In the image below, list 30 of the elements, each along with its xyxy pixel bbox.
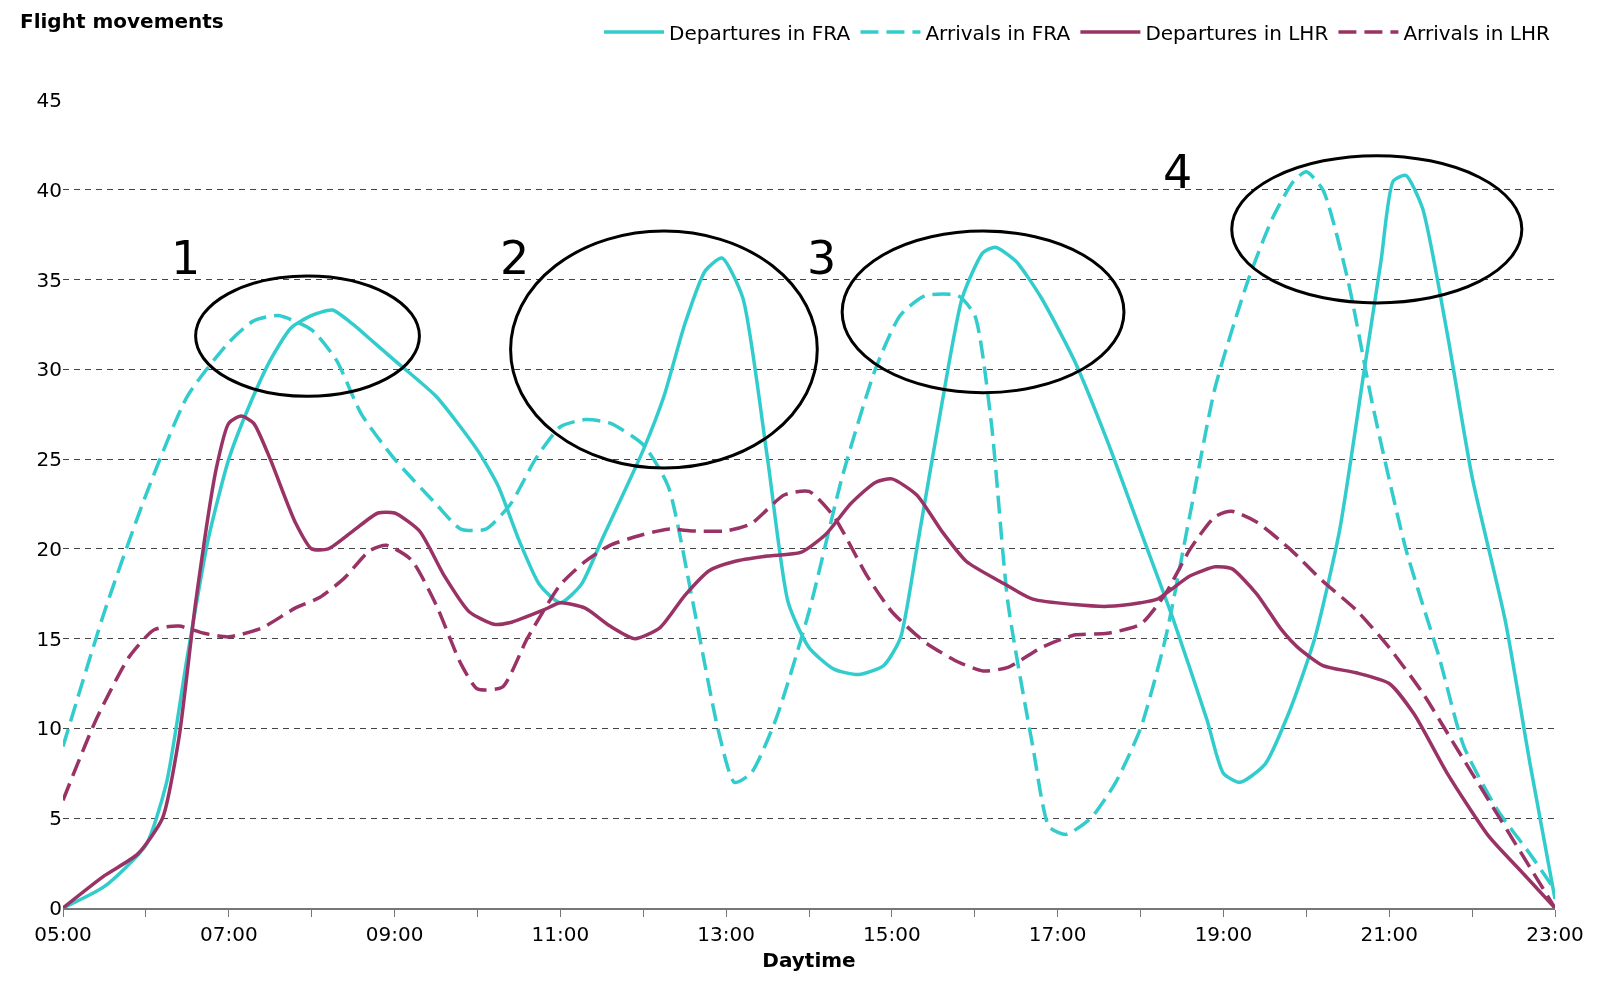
y-tick-label: 10 xyxy=(36,716,62,741)
x-tick-label: 13:00 xyxy=(697,921,755,946)
annotation: 1 xyxy=(171,231,201,285)
annotation: 3 xyxy=(807,231,837,285)
legend-label: Arrivals in LHR xyxy=(1403,20,1550,45)
y-tick-label: 0 xyxy=(49,896,62,920)
y-tick-label: 15 xyxy=(36,626,62,651)
x-tick-label: 09:00 xyxy=(365,921,424,946)
y-tick-label: 30 xyxy=(36,357,62,382)
y-tick-label: 25 xyxy=(36,447,62,472)
x-tick-label: 11:00 xyxy=(531,921,590,946)
legend-label: Departures in LHR xyxy=(1145,20,1329,45)
x-tick-label: 21:00 xyxy=(1360,921,1419,946)
y-axis-title: Flight movements xyxy=(20,9,224,33)
x-tick-label: 07:00 xyxy=(199,921,258,946)
x-tick-label: 05:00 xyxy=(34,921,92,946)
y-tick-label: 35 xyxy=(36,267,62,292)
legend-label: Departures in FRA xyxy=(669,20,851,45)
x-tick-label: 23:00 xyxy=(1526,921,1584,946)
y-tick-label: 40 xyxy=(36,177,62,202)
y-tick-label: 45 xyxy=(36,88,62,112)
x-tick-label: 19:00 xyxy=(1194,921,1253,946)
x-tick-label: 17:00 xyxy=(1028,921,1087,946)
annotation: 4 xyxy=(1163,145,1193,199)
legend-label: Arrivals in FRA xyxy=(925,20,1071,45)
x-axis-title: Daytime xyxy=(762,947,856,972)
y-tick-label: 5 xyxy=(49,806,62,831)
annotation: 2 xyxy=(500,231,530,285)
x-tick-label: 15:00 xyxy=(863,921,921,946)
y-tick-label: 20 xyxy=(36,536,62,561)
